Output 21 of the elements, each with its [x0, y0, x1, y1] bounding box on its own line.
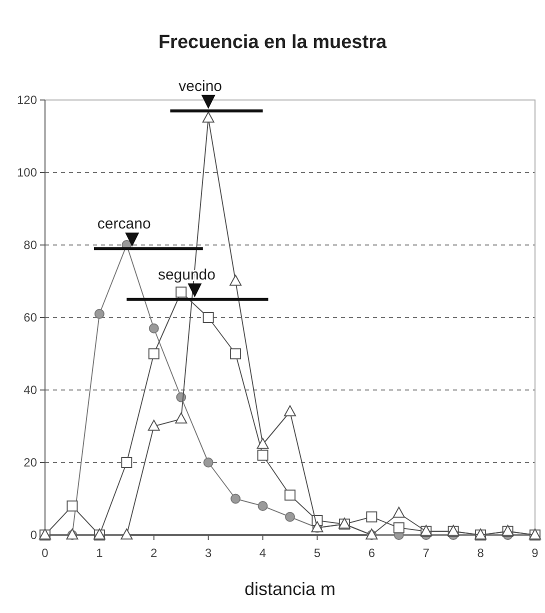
y-tick-label: 0	[30, 528, 38, 542]
y-tick-label: 100	[16, 166, 38, 180]
x-tick-label: 0	[42, 546, 49, 560]
y-tick-label: 20	[24, 456, 38, 470]
x-axis-title: distancia m	[244, 579, 336, 599]
x-tick-label: 5	[314, 546, 321, 560]
x-tick-label: 1	[96, 546, 104, 560]
x-tick-label: 7	[422, 546, 430, 560]
y-tick-label: 40	[24, 383, 38, 398]
x-tick-label: 6	[368, 546, 376, 560]
y-tick-label: 80	[24, 238, 38, 252]
y-tick-label: 60	[24, 310, 38, 325]
y-tick-label: 120	[16, 93, 38, 108]
x-tick-label: 4	[259, 546, 266, 560]
annotation: vecino	[178, 78, 222, 95]
x-tick-label: 9	[532, 546, 539, 560]
x-tick-label: 2	[150, 546, 158, 560]
chart-title: Frecuencia en la muestra	[158, 32, 387, 53]
x-tick-label: 8	[477, 546, 484, 560]
annotation: cercano	[97, 216, 151, 233]
x-tick-label: 3	[204, 546, 212, 560]
